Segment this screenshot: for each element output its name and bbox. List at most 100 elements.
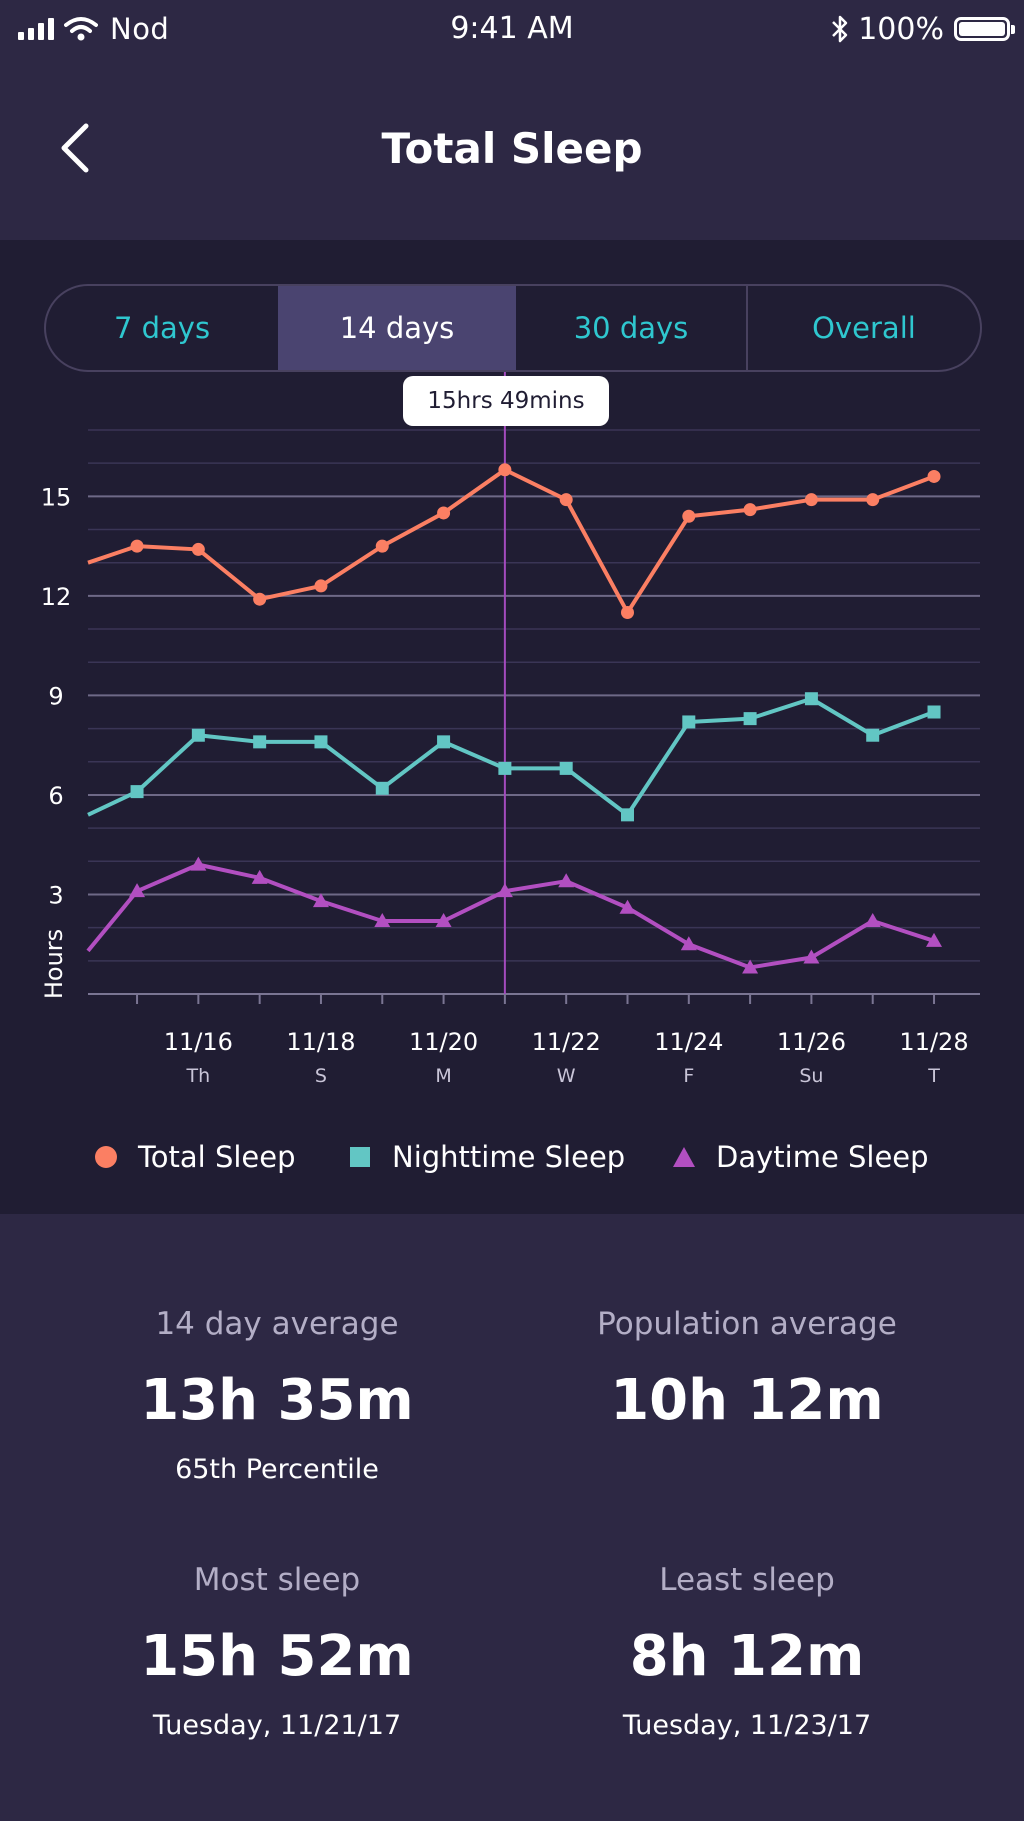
total-sleep-point xyxy=(927,469,941,483)
total-sleep-point xyxy=(743,503,757,517)
legend-label: Daytime Sleep xyxy=(716,1140,929,1174)
stat-value: 13h 35m xyxy=(140,1368,414,1433)
stat-label: Most sleep xyxy=(193,1562,361,1598)
legend-total-sleep[interactable]: Total Sleep xyxy=(94,1132,296,1182)
y-tick-label: 15 xyxy=(41,483,72,511)
stat-date: Tuesday, 11/23/17 xyxy=(622,1710,872,1741)
x-tick-weekday-label: W xyxy=(557,1065,576,1087)
x-tick-date-label: 11/28 xyxy=(899,1028,968,1056)
range-tab-bar: 7 days 14 days 30 days Overall xyxy=(44,284,982,372)
nighttime-sleep-point xyxy=(253,735,267,749)
battery-percentage: 100% xyxy=(858,11,944,47)
total-sleep-point xyxy=(804,493,818,507)
daytime-sleep-point xyxy=(619,899,636,914)
daytime-sleep-point xyxy=(864,913,881,928)
x-tick-date-label: 11/22 xyxy=(532,1028,601,1056)
header: Total Sleep xyxy=(0,58,1024,240)
x-tick-weekday-label: Th xyxy=(186,1065,211,1087)
value-tooltip: 15hrs 49mins xyxy=(403,376,609,426)
daytime-sleep-point xyxy=(680,936,697,951)
nighttime-sleep-point xyxy=(498,761,512,775)
legend-label: Total Sleep xyxy=(138,1140,296,1174)
cellular-signal-icon xyxy=(18,18,54,40)
total-sleep-point xyxy=(130,539,144,553)
daytime-sleep-point xyxy=(190,856,207,871)
nighttime-sleep-point xyxy=(130,785,144,799)
total-sleep-point xyxy=(314,579,328,593)
stat-least-sleep: Least sleep 8h 12m Tuesday, 11/23/17 xyxy=(512,1558,982,1744)
stat-value: 8h 12m xyxy=(629,1624,865,1689)
tab-14-days[interactable]: 14 days xyxy=(278,286,516,370)
total-sleep-point xyxy=(375,539,389,553)
x-tick-weekday-label: T xyxy=(927,1065,940,1087)
legend-daytime-sleep[interactable]: Daytime Sleep xyxy=(672,1132,929,1182)
daytime-sleep-point xyxy=(803,949,820,964)
daytime-sleep-point xyxy=(374,913,391,928)
y-tick-label: 9 xyxy=(48,682,63,710)
clock: 9:41 AM xyxy=(450,11,574,46)
daytime-sleep-point xyxy=(435,913,452,928)
daytime-sleep-line xyxy=(86,862,935,970)
tab-30-days[interactable]: 30 days xyxy=(573,311,689,345)
nighttime-sleep-point xyxy=(191,728,205,742)
stat-date: Tuesday, 11/21/17 xyxy=(152,1710,402,1741)
nighttime-sleep-point xyxy=(620,808,634,822)
stat-most-sleep: Most sleep 15h 52m Tuesday, 11/21/17 xyxy=(42,1558,512,1744)
total-sleep-point xyxy=(559,493,573,507)
stat-label: Least sleep xyxy=(659,1562,835,1598)
y-axis-title: Hours xyxy=(40,929,68,999)
carrier-name: Nod xyxy=(110,12,170,46)
page-title: Total Sleep xyxy=(381,124,643,173)
x-tick-date-label: 11/24 xyxy=(654,1028,723,1056)
stat-population-average: Population average 10h 12m xyxy=(512,1302,982,1434)
chart-panel: 7 days 14 days 30 days Overall 3 6 9 12 15 Ho… xyxy=(0,240,1024,1214)
nighttime-sleep-point xyxy=(927,705,941,719)
nighttime-sleep-point xyxy=(743,712,757,726)
total-sleep-point xyxy=(191,542,205,556)
x-tick-weekday-label: F xyxy=(683,1065,694,1087)
nighttime-sleep-point xyxy=(437,735,451,749)
daytime-sleep-point xyxy=(742,959,759,974)
chart-legend: Total Sleep Nighttime Sleep Daytime Slee… xyxy=(0,1132,1024,1182)
nighttime-sleep-point xyxy=(314,735,328,749)
tab-7-days[interactable]: 7 days xyxy=(113,311,211,345)
x-tick-weekday-label: S xyxy=(315,1065,327,1087)
x-tick-date-label: 11/20 xyxy=(409,1028,478,1056)
total-sleep-line xyxy=(87,467,935,615)
triangle-marker-icon xyxy=(673,1147,695,1167)
nighttime-sleep-point xyxy=(682,715,696,729)
daytime-sleep-point xyxy=(496,883,513,898)
daytime-sleep-point xyxy=(251,869,268,884)
circle-marker-icon xyxy=(95,1146,117,1168)
total-sleep-point xyxy=(498,463,512,477)
y-tick-label: 12 xyxy=(41,583,72,611)
total-sleep-point xyxy=(437,506,451,520)
sleep-line-chart[interactable]: 3 6 9 12 15 Hours 11/16 Th 11/18 S 11/20 M 11/22 W 11/… xyxy=(0,240,1024,1214)
stat-14-day-average: 14 day average 13h 35m 65th Percentile xyxy=(42,1302,512,1488)
back-chevron-icon[interactable] xyxy=(48,118,108,178)
bluetooth-icon xyxy=(832,15,848,43)
daytime-sleep-point xyxy=(129,883,146,898)
square-marker-icon xyxy=(350,1147,370,1167)
status-bar: Nod 9:41 AM 100% xyxy=(0,0,1024,58)
x-tick-weekday-label: M xyxy=(435,1065,451,1087)
tab-overall[interactable]: Overall xyxy=(746,286,980,370)
stat-value: 10h 12m xyxy=(610,1368,884,1433)
stat-label: 14 day average xyxy=(155,1306,399,1342)
y-tick-label: 3 xyxy=(48,881,63,909)
nighttime-sleep-line xyxy=(87,696,935,817)
nighttime-sleep-point xyxy=(375,781,389,795)
stat-value: 15h 52m xyxy=(140,1624,414,1689)
daytime-sleep-point xyxy=(926,932,943,947)
daytime-sleep-point xyxy=(312,893,329,908)
battery-icon xyxy=(954,17,1015,41)
wifi-icon xyxy=(64,17,98,41)
stat-percentile: 65th Percentile xyxy=(175,1454,379,1485)
x-tick-date-label: 11/18 xyxy=(286,1028,355,1056)
total-sleep-point xyxy=(253,592,267,606)
legend-nighttime-sleep[interactable]: Nighttime Sleep xyxy=(348,1132,625,1182)
daytime-sleep-point xyxy=(558,873,575,888)
x-tick-date-label: 11/26 xyxy=(777,1028,846,1056)
stat-label: Population average xyxy=(597,1306,897,1342)
legend-label: Nighttime Sleep xyxy=(392,1140,626,1174)
